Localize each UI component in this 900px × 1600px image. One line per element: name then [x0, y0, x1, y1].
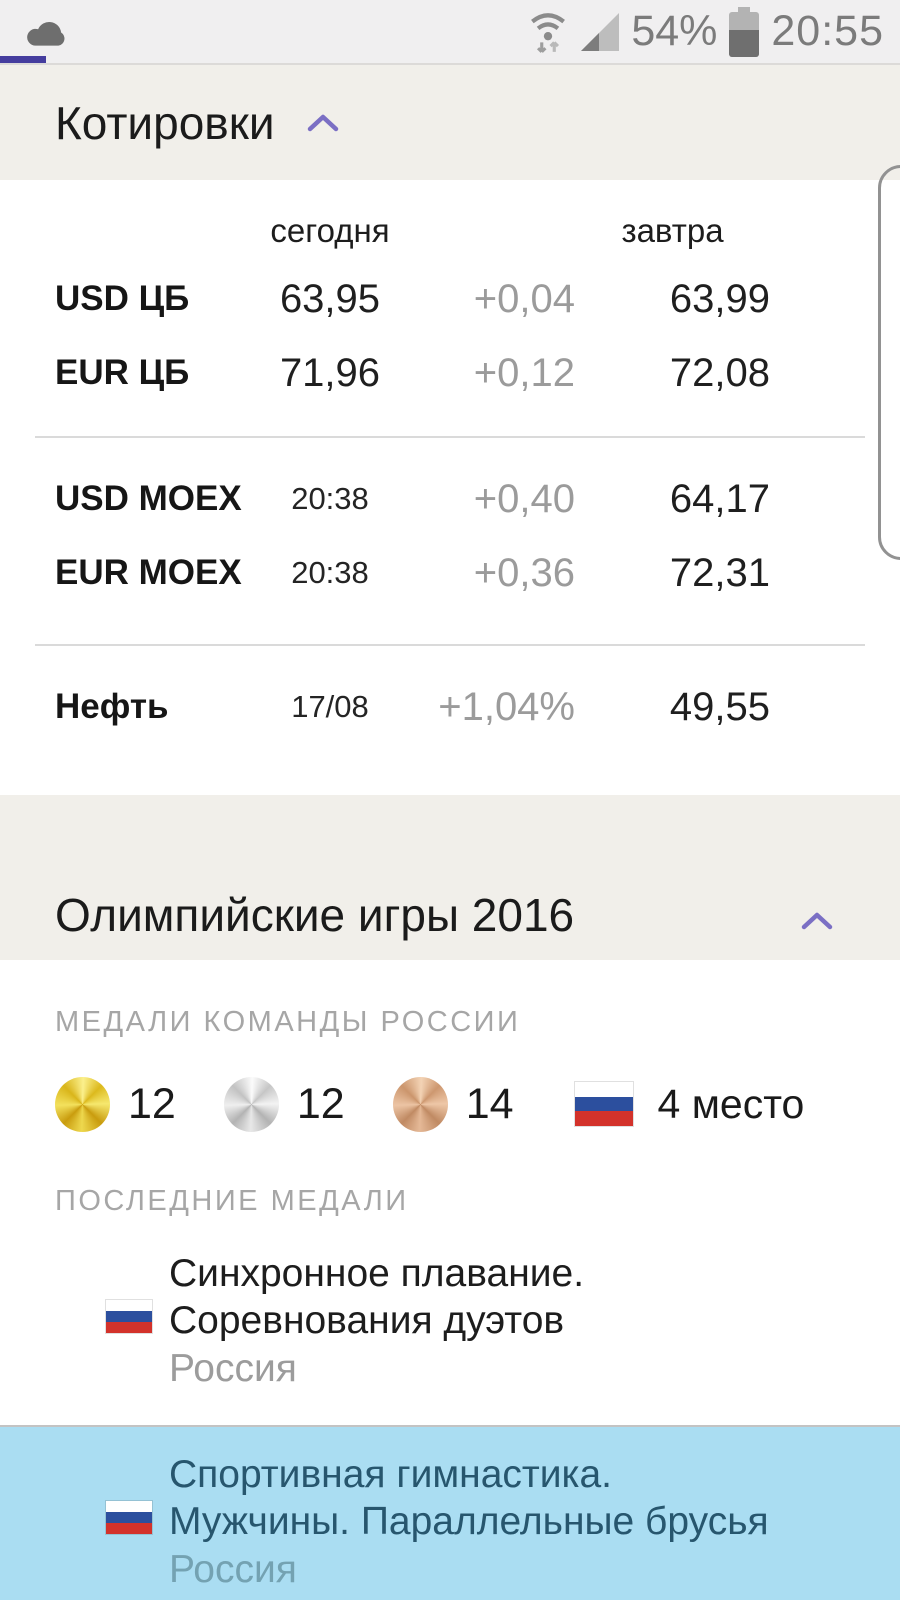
quote-value: 49,55: [669, 684, 770, 729]
olympics-section-header[interactable]: Олимпийские игры 2016: [0, 795, 900, 960]
list-item-medal[interactable]: Синхронное плавание. Соревнования дуэтов…: [55, 1250, 900, 1392]
battery-percent: 54%: [631, 7, 718, 55]
list-item-medal-highlighted[interactable]: Спортивная гимнастика. Мужчины. Параллел…: [0, 1425, 900, 1600]
today-value: 71,96: [279, 350, 381, 395]
table-row-usd-cb[interactable]: USD ЦБ 63,95 +0,04 63,99: [55, 262, 770, 336]
gold-count: 12: [128, 1079, 176, 1128]
table-row-usd-moex[interactable]: USD MOEX 20:38 +0,40 64,17: [55, 462, 770, 536]
medal-event-title-line2: Мужчины. Параллельные брусья: [169, 1500, 769, 1543]
silver-count: 12: [296, 1079, 345, 1128]
gold-medal-icon: [55, 1076, 110, 1132]
change-value: +0,36: [473, 550, 575, 595]
latest-medals-header: ПОСЛЕДНИЕ МЕДАЛИ: [55, 1185, 409, 1217]
medal-event-title-line1: Спортивная гимнастика.: [169, 1453, 612, 1496]
medal-event-title-line2: Соревнования дуэтов: [169, 1299, 565, 1342]
quotes-table-header: сегодня завтра: [55, 200, 770, 262]
status-bar: 54% 20:55: [0, 0, 900, 65]
russia-flag-icon: [105, 1500, 153, 1535]
table-row-oil[interactable]: Нефть 17/08 +1,04% 49,55: [55, 670, 770, 744]
gold-medal-icon: [55, 1250, 153, 1334]
row-label: EUR MOEX: [55, 553, 242, 592]
divider: [35, 436, 865, 438]
notification-progress-bar: [0, 56, 46, 63]
quotes-card: сегодня завтра USD ЦБ 63,95 +0,04 63,99 …: [0, 180, 900, 795]
row-label: USD ЦБ: [55, 279, 190, 318]
column-header-today: сегодня: [270, 212, 390, 249]
signal-strength-icon: [581, 12, 620, 51]
olympics-title: Олимпийские игры 2016: [55, 889, 575, 941]
tomorrow-value: 72,08: [669, 350, 770, 395]
column-header-tomorrow: завтра: [621, 212, 724, 249]
medal-event-title-line1: Синхронное плавание.: [169, 1252, 585, 1295]
row-label: Нефть: [55, 687, 169, 726]
quote-date: 17/08: [291, 689, 369, 724]
table-row-eur-cb[interactable]: EUR ЦБ 71,96 +0,12 72,08: [55, 336, 770, 410]
bronze-medal-icon: [392, 1076, 448, 1132]
battery-icon: [729, 6, 760, 57]
change-value: +0,04: [473, 276, 575, 321]
status-indicators: 54% 20:55: [527, 6, 884, 57]
wifi-icon: [531, 12, 566, 53]
scrollbar-thumb[interactable]: [878, 165, 900, 560]
quote-value: 64,17: [669, 476, 770, 521]
row-label: USD MOEX: [55, 479, 242, 518]
bronze-count: 14: [465, 1079, 514, 1128]
quote-value: 72,31: [669, 550, 770, 595]
medal-summary-row[interactable]: 12 12 14 4 место: [55, 1075, 900, 1133]
russia-flag-icon: [105, 1299, 153, 1334]
change-value: +1,04%: [438, 684, 575, 729]
chevron-up-icon[interactable]: [305, 112, 341, 134]
row-label: EUR ЦБ: [55, 353, 190, 392]
quotes-section-header[interactable]: Котировки: [0, 65, 900, 180]
team-rank: 4 место: [657, 1080, 805, 1127]
silver-medal-icon: [223, 1076, 279, 1132]
divider: [35, 644, 865, 646]
silver-medal-icon: [55, 1451, 153, 1535]
clock: 20:55: [771, 7, 884, 55]
table-row-eur-moex[interactable]: EUR MOEX 20:38 +0,36 72,31: [55, 536, 770, 610]
change-value: +0,12: [473, 350, 575, 395]
tomorrow-value: 63,99: [669, 276, 770, 321]
chevron-up-icon[interactable]: [799, 910, 835, 932]
olympics-card: МЕДАЛИ КОМАНДЫ РОССИИ 12 12 14 4 место П…: [0, 960, 900, 1425]
medal-country: Россия: [169, 1347, 297, 1390]
medals-team-header: МЕДАЛИ КОМАНДЫ РОССИИ: [55, 1006, 521, 1038]
medal-country: Россия: [169, 1548, 297, 1591]
quotes-title: Котировки: [55, 96, 275, 149]
today-value: 63,95: [279, 276, 381, 321]
quote-time: 20:38: [291, 481, 369, 516]
russia-flag-icon: [573, 1081, 634, 1127]
change-value: +0,40: [473, 476, 575, 521]
quote-time: 20:38: [291, 555, 369, 590]
cloud-icon: [27, 21, 65, 46]
